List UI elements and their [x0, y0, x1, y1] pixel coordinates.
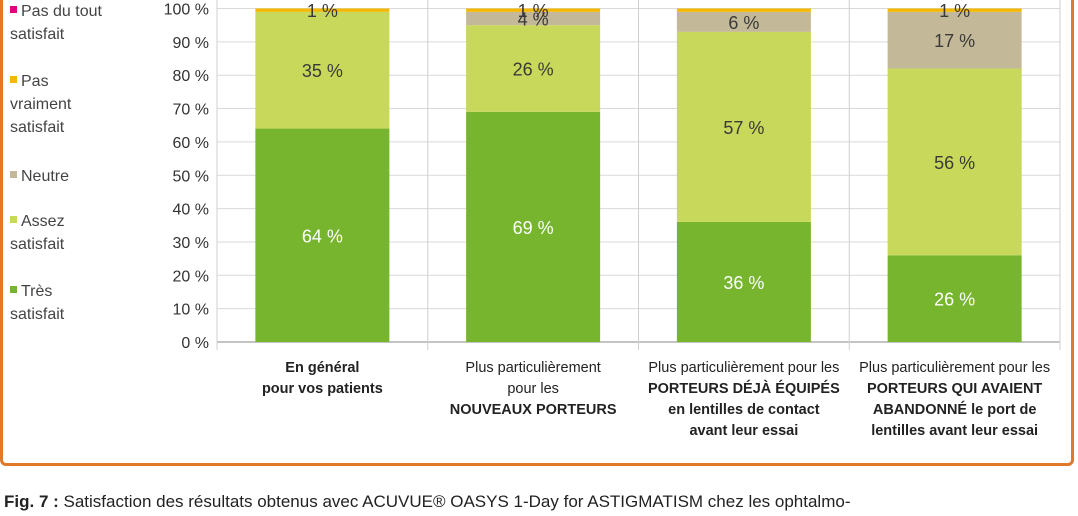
y-tick-label: 30 %: [173, 235, 209, 252]
y-tick-label: 40 %: [173, 202, 209, 219]
data-label: 1 %: [518, 1, 549, 21]
category-label: Plus particulièrement pour les: [859, 360, 1050, 376]
data-label: 6 %: [728, 13, 759, 33]
data-label: 4 %: [518, 10, 549, 30]
data-label: 36 %: [723, 273, 764, 293]
legend-item: Très satisfait: [10, 280, 64, 326]
category-label: En général: [285, 360, 359, 376]
caption-prefix: Fig. 7 :: [4, 492, 59, 511]
category-label: lentilles avant leur essai: [871, 423, 1038, 439]
y-tick-label: 100 %: [164, 2, 209, 19]
bar-segment: [676, 8, 811, 12]
chart-frame: [0, 0, 1074, 466]
stacked-bar-chart: 0 % 10 % 20 % 30 % 40 % 50 % 60 % 70 % 80 % 90 % 1…: [164, 0, 1061, 439]
data-label: 64 %: [302, 226, 343, 246]
category-label: avant leur essai: [689, 423, 798, 439]
data-label: 26 %: [513, 60, 554, 80]
legend-item: Assez satisfait: [10, 210, 65, 256]
bar-segment: [255, 8, 390, 12]
legend-swatch: [10, 6, 17, 14]
legend-label: Assez satisfait: [10, 213, 65, 253]
bar-segment: [676, 31, 811, 222]
figure-caption: Fig. 7 : Satisfaction des résultats obte…: [4, 492, 851, 512]
bar-segment: [887, 11, 1022, 69]
bar-segment: [887, 68, 1022, 256]
data-label: 69 %: [513, 218, 554, 238]
legend-swatch: [10, 286, 17, 294]
y-tick-label: 20 %: [173, 268, 209, 285]
bar-segment: [255, 128, 390, 342]
category-label: PORTEURS QUI AVAIENT: [867, 381, 1042, 397]
category-label: pour vos patients: [262, 381, 383, 397]
category-label: ABANDONNÉ le port de: [873, 401, 1037, 418]
legend-label: Neutre: [21, 168, 70, 185]
bar-segment: [466, 8, 601, 12]
legend-item: Pas du tout satisfait: [10, 0, 102, 46]
data-label: 35 %: [302, 61, 343, 81]
legend-swatch: [10, 216, 17, 224]
y-tick-label: 60 %: [173, 135, 209, 152]
data-label: 56 %: [934, 153, 975, 173]
y-tick-label: 10 %: [173, 302, 209, 319]
y-tick-label: 80 %: [173, 68, 209, 85]
category-label: NOUVEAUX PORTEURS: [450, 402, 617, 418]
bar-segment: [255, 11, 390, 129]
legend-item: Pas vraiment satisfait: [10, 70, 71, 139]
data-label: 26 %: [934, 290, 975, 310]
y-tick-label: 50 %: [173, 168, 209, 185]
bar-segment: [887, 255, 1022, 342]
bar-segment: [676, 221, 811, 342]
legend-swatch: [10, 76, 17, 84]
legend-swatch: [10, 171, 17, 179]
data-label: 57 %: [723, 118, 764, 138]
bar-segment: [676, 11, 811, 32]
legend-item: Neutre: [10, 165, 69, 188]
data-label: 17 %: [934, 31, 975, 51]
bar-segment: [887, 8, 1022, 12]
caption-text: Satisfaction des résultats obtenus avec …: [63, 492, 851, 511]
data-label: 1 %: [307, 1, 338, 21]
category-label: PORTEURS DÉJÀ ÉQUIPÉS: [648, 380, 840, 397]
y-tick-label: 70 %: [173, 102, 209, 119]
legend-label: Pas vraiment satisfait: [10, 73, 72, 136]
data-label: 1 %: [939, 1, 970, 21]
y-tick-label: 0 %: [181, 335, 209, 352]
legend-label: Très satisfait: [10, 283, 65, 323]
bar-segment: [466, 25, 601, 112]
bar-segment: [466, 111, 601, 342]
category-label: Plus particulièrement: [465, 360, 600, 376]
bar-segment: [466, 11, 601, 26]
category-label: pour les: [507, 381, 559, 397]
category-label: en lentilles de contact: [668, 402, 820, 418]
category-label: Plus particulièrement pour les: [648, 360, 839, 376]
y-tick-label: 90 %: [173, 35, 209, 52]
legend-label: Pas du tout satisfait: [10, 3, 102, 43]
